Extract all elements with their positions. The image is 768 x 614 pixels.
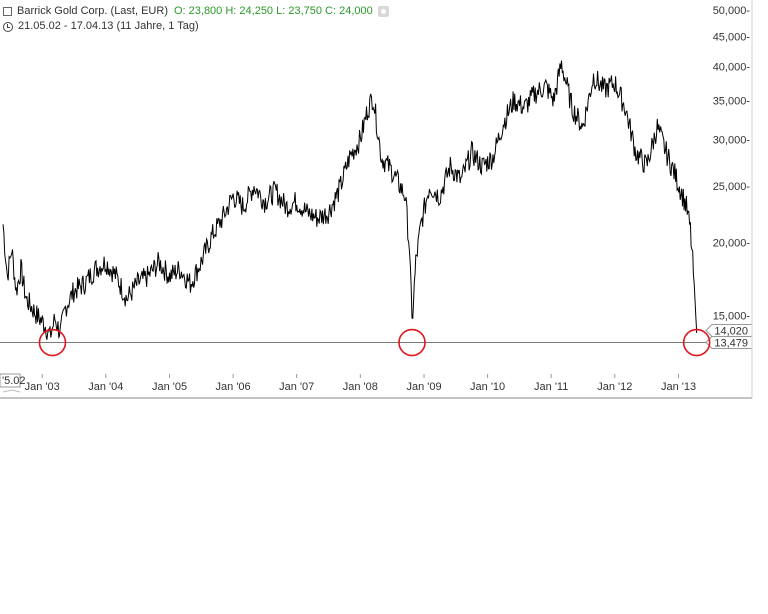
x-tick-label: Jan '08 — [343, 381, 378, 393]
low-circle — [682, 328, 711, 357]
chart-header: Barrick Gold Corp. (Last, EUR) O: 23,800… — [3, 4, 389, 34]
y-tick-label: 15,000- — [713, 310, 751, 322]
x-tick-label: Jan '07 — [279, 381, 314, 393]
instrument-square-icon — [3, 7, 12, 16]
last-price-tag-label: 14,020 — [714, 326, 748, 338]
x-tick-label: Jan '03 — [25, 381, 60, 393]
y-tick-label: 40,000- — [713, 62, 751, 74]
clock-icon — [3, 21, 13, 32]
low-circle — [398, 328, 426, 357]
scroll-handle[interactable] — [2, 389, 21, 393]
price-series-line — [2, 60, 698, 340]
y-tick-label: 45,000- — [713, 32, 751, 44]
y-tick-label: 20,000- — [713, 237, 751, 249]
x-tick-label: Jan '05 — [152, 381, 187, 393]
instrument-row: Barrick Gold Corp. (Last, EUR) O: 23,800… — [3, 4, 389, 19]
x-tick-label: Jan '11 — [534, 381, 568, 393]
instrument-title: Barrick Gold Corp. (Last, EUR) — [17, 5, 168, 17]
x-tick-label: Jan '04 — [88, 381, 123, 393]
y-tick-label: 25,000- — [713, 181, 751, 193]
reference-price-tag-label: 13,479 — [714, 338, 748, 350]
y-tick-label: 50,000- — [713, 5, 751, 17]
low-circle — [38, 328, 67, 357]
x-tick-label: Jan '06 — [216, 381, 251, 393]
ohlc-values: O: 23,800 H: 24,250 L: 23,750 C: 24,000 — [173, 5, 373, 17]
y-tick-label: 30,000- — [713, 135, 751, 147]
x-tick-label: Jan '09 — [406, 381, 441, 393]
x-tick-label: Jan '10 — [470, 381, 505, 393]
range-row: 21.05.02 - 17.04.13 (11 Jahre, 1 Tag) — [3, 19, 389, 34]
x-tick-label: Jan '12 — [597, 381, 632, 393]
start-date-label: '5.02 — [2, 375, 26, 387]
y-tick-label: 35,000- — [713, 95, 751, 107]
date-range: 21.05.02 - 17.04.13 (11 Jahre, 1 Tag) — [18, 20, 199, 32]
settings-gear-icon[interactable] — [377, 6, 389, 17]
x-tick-label: Jan '13 — [661, 381, 696, 393]
start-date-box — [0, 373, 21, 388]
